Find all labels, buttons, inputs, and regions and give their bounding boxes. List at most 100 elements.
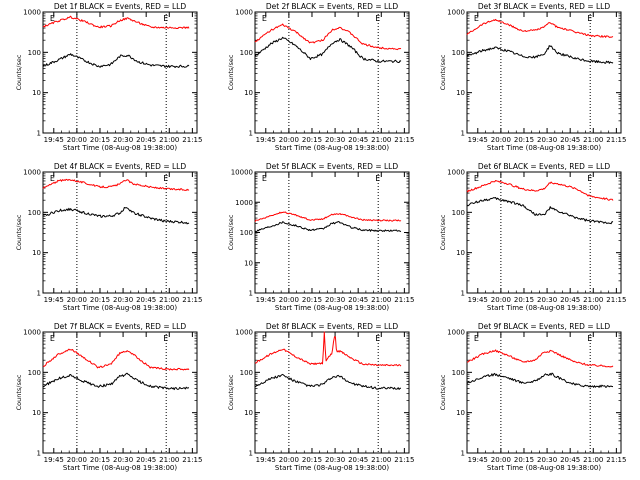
x-tick-label: 20:30	[325, 136, 345, 144]
chart-panel-2: Det 2f BLACK = Events, RED = LLD 1 10 100 10…	[227, 2, 414, 152]
y-tick-label: 10	[244, 259, 253, 267]
y-axis-label: Counts/sec	[439, 214, 447, 250]
chart-panel-3: Det 3f BLACK = Events, RED = LLD 1 10 100 10…	[439, 2, 626, 152]
chart-title: Det 9f BLACK = Events, RED = LLD	[478, 322, 611, 331]
chart-title: Det 7f BLACK = Events, RED = LLD	[54, 322, 187, 331]
x-tick-label: 21:15	[394, 136, 414, 144]
x-tick-label: 21:15	[182, 136, 202, 144]
marker-label: E	[587, 174, 592, 183]
x-tick-label: 20:45	[560, 136, 580, 144]
x-tick-label: 20:15	[514, 136, 534, 144]
x-tick-label: 20:15	[302, 296, 322, 304]
x-axis-label: Start Time (08-Aug-08 19:38:00)	[63, 144, 177, 152]
chart-panel-1: Det 1f BLACK = Events, RED = LLD 1 10 100 10…	[15, 2, 202, 152]
chart-title: Det 5f BLACK = Events, RED = LLD	[266, 162, 399, 171]
marker-label: E	[474, 14, 479, 23]
marker-label: E	[163, 174, 168, 183]
y-tick-label: 10	[456, 89, 465, 97]
series-line-lld	[42, 348, 190, 371]
y-tick-label: 1	[37, 130, 41, 138]
x-tick-label: 20:45	[348, 296, 368, 304]
series-line-lld	[42, 15, 190, 29]
marker-label: E	[262, 14, 267, 23]
x-tick-label: 21:00	[583, 456, 603, 464]
y-tick-label: 1000	[235, 9, 253, 17]
x-tick-label: 20:45	[560, 456, 580, 464]
marker-label: E	[262, 174, 267, 183]
x-tick-label: 20:00	[67, 296, 87, 304]
x-tick-label: 20:00	[279, 296, 299, 304]
x-tick-label: 21:15	[182, 296, 202, 304]
x-tick-label: 20:30	[537, 456, 557, 464]
x-tick-label: 21:00	[583, 296, 603, 304]
x-tick-label: 20:00	[491, 456, 511, 464]
x-tick-label: 20:30	[113, 136, 133, 144]
marker-label: E	[50, 14, 55, 23]
chart-title: Det 6f BLACK = Events, RED = LLD	[478, 162, 611, 171]
series-line-events	[42, 53, 190, 68]
y-tick-label: 10	[244, 89, 253, 97]
y-tick-label: 1000	[447, 9, 465, 17]
x-tick-label: 20:45	[136, 456, 156, 464]
y-axis-label: Counts/sec	[227, 54, 235, 90]
y-tick-label: 100	[452, 209, 465, 217]
x-tick-label: 20:15	[90, 456, 110, 464]
y-tick-label: 1000	[235, 329, 253, 337]
y-axis-label: Counts/sec	[15, 374, 23, 410]
series-line-events	[254, 373, 401, 390]
marker-label: E	[50, 174, 55, 183]
marker-label: E	[163, 334, 168, 343]
x-tick-label: 21:15	[394, 296, 414, 304]
x-tick-label: 20:15	[514, 296, 534, 304]
x-tick-label: 19:45	[44, 136, 64, 144]
y-tick-label: 1000	[235, 199, 253, 207]
chart-panel-7: Det 7f BLACK = Events, RED = LLD 1 10 100 10…	[15, 322, 202, 472]
marker-label: E	[262, 334, 267, 343]
y-tick-label: 10	[244, 409, 253, 417]
marker-label: E	[375, 14, 380, 23]
x-tick-label: 20:15	[90, 296, 110, 304]
series-line-events	[466, 372, 614, 388]
y-axis-label: Counts/sec	[439, 374, 447, 410]
x-tick-label: 21:00	[159, 136, 179, 144]
y-tick-label: 1	[249, 130, 253, 138]
x-tick-label: 19:45	[468, 296, 488, 304]
y-tick-label: 1	[37, 290, 41, 298]
x-axis-label: Start Time (08-Aug-08 19:38:00)	[63, 304, 177, 312]
y-tick-label: 100	[28, 209, 41, 217]
series-line-events	[42, 207, 190, 225]
y-tick-label: 10	[456, 409, 465, 417]
x-tick-label: 20:30	[537, 136, 557, 144]
y-tick-label: 1000	[23, 329, 41, 337]
x-tick-label: 19:45	[468, 456, 488, 464]
x-tick-label: 19:45	[256, 296, 276, 304]
chart-title: Det 1f BLACK = Events, RED = LLD	[54, 2, 187, 11]
x-tick-label: 21:15	[182, 456, 202, 464]
y-axis-label: Counts/sec	[227, 214, 235, 250]
x-tick-label: 21:15	[606, 136, 626, 144]
y-tick-label: 1	[461, 450, 465, 458]
y-tick-label: 100	[452, 369, 465, 377]
x-tick-label: 20:30	[537, 296, 557, 304]
marker-label: E	[375, 334, 380, 343]
plot-frame	[42, 171, 198, 294]
y-tick-label: 1	[249, 450, 253, 458]
series-line-lld	[466, 349, 614, 368]
marker-label: E	[587, 334, 592, 343]
x-tick-label: 20:00	[279, 136, 299, 144]
chart-panel-5: Det 5f BLACK = Events, RED = LLD 1 10 100 10…	[227, 162, 414, 312]
x-tick-label: 20:00	[67, 136, 87, 144]
y-tick-label: 1	[461, 290, 465, 298]
x-tick-label: 20:30	[325, 296, 345, 304]
x-tick-label: 19:45	[256, 136, 276, 144]
x-tick-label: 20:15	[302, 136, 322, 144]
x-axis-label: Start Time (08-Aug-08 19:38:00)	[487, 464, 601, 472]
y-tick-label: 100	[28, 369, 41, 377]
plot-frame	[254, 331, 410, 454]
chart-title: Det 3f BLACK = Events, RED = LLD	[478, 2, 611, 11]
y-tick-label: 1	[461, 130, 465, 138]
series-line-lld	[254, 211, 402, 222]
x-tick-label: 19:45	[468, 136, 488, 144]
x-tick-label: 20:30	[113, 456, 133, 464]
